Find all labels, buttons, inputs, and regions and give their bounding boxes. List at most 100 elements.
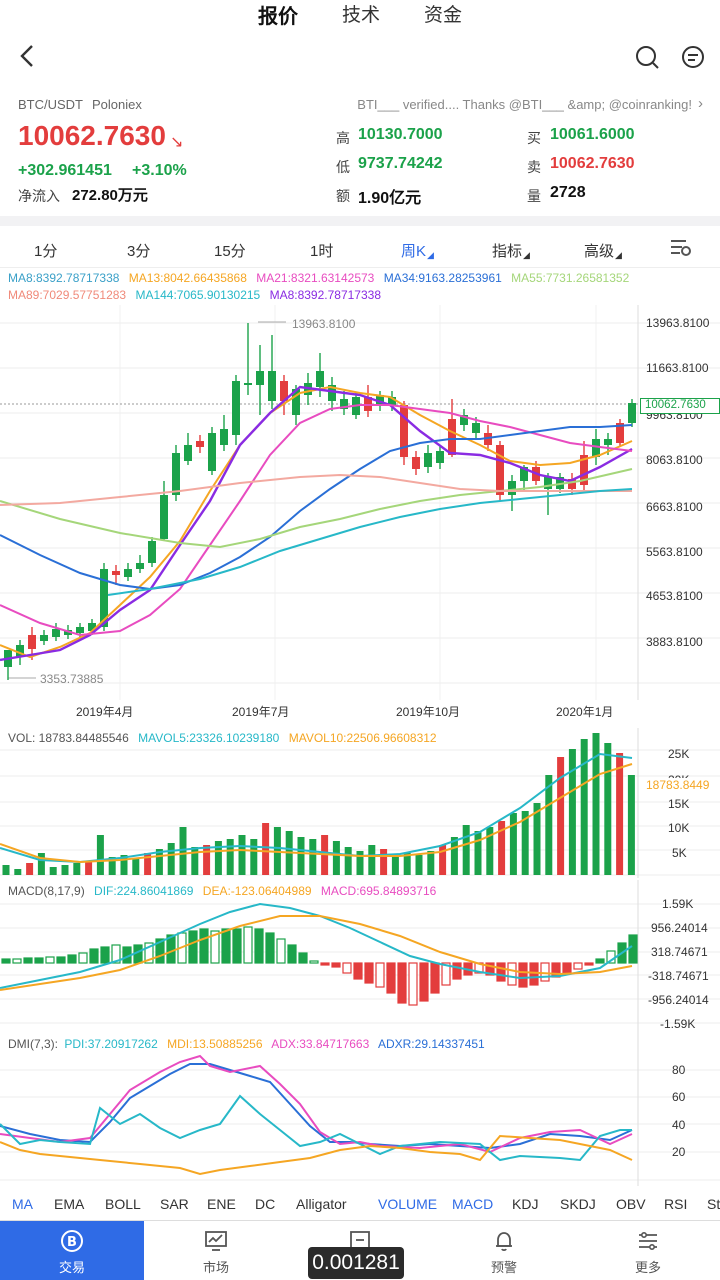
- candle-body: [40, 635, 48, 641]
- candle-body: [604, 439, 612, 445]
- legend-dif: DIF:224.86041869: [94, 884, 194, 898]
- last-price: 10062.7630: [18, 120, 166, 151]
- macd-bar: [144, 942, 154, 964]
- indicator-skdj[interactable]: SKDJ: [560, 1196, 596, 1212]
- volume-chart[interactable]: [0, 728, 720, 878]
- value-tooltip: 0.001281: [308, 1247, 404, 1279]
- macd-bar: [45, 956, 55, 964]
- indicator-volume[interactable]: VOLUME: [378, 1196, 438, 1212]
- indicator-ema[interactable]: EMA: [54, 1196, 85, 1212]
- tab-technical[interactable]: 技术: [342, 5, 381, 26]
- volume-bar: [474, 831, 482, 875]
- macd-bar: [34, 957, 44, 964]
- indicator-sar[interactable]: SAR: [160, 1196, 189, 1212]
- nav-more[interactable]: 更多: [576, 1221, 720, 1280]
- chevron-right-icon[interactable]: ›: [698, 95, 703, 112]
- period-advanced[interactable]: 高级◢: [584, 243, 622, 260]
- volume-value: 2728: [550, 184, 586, 201]
- candle-body: [388, 397, 396, 405]
- period-week[interactable]: 周K◢: [401, 243, 434, 260]
- pdi-line: [0, 1094, 632, 1162]
- volume-bar: [568, 749, 576, 875]
- macd-bar: [188, 930, 198, 964]
- indicator-selector: MA EMA BOLL SAR ENE DC Alligator VOLUME …: [0, 1188, 720, 1220]
- candle-body: [280, 381, 288, 401]
- volume-legend: VOL: 18783.84485546 MAVOL5:23326.1023918…: [8, 731, 443, 745]
- dmi-chart[interactable]: [0, 1034, 720, 1186]
- legend-ma89: MA89:7029.57751283: [8, 288, 127, 302]
- legend-mavol5: MAVOL5:23326.10239180: [138, 731, 280, 745]
- volume-bar: [85, 861, 93, 875]
- nav-trade[interactable]: B 交易: [0, 1221, 144, 1280]
- tab-quote[interactable]: 报价: [258, 6, 298, 28]
- indicator-kdj[interactable]: KDJ: [512, 1196, 539, 1212]
- volume-bar: [391, 855, 399, 875]
- back-arrow-icon[interactable]: [16, 40, 40, 72]
- y-tick-label: 60: [672, 1090, 686, 1104]
- indicator-dc[interactable]: DC: [255, 1196, 276, 1212]
- candle-body: [28, 635, 36, 649]
- pair-name: BTC/USDT: [18, 97, 83, 112]
- indicator-ma[interactable]: MA: [12, 1196, 33, 1212]
- candle-body: [16, 645, 24, 657]
- period-15min[interactable]: 15分: [214, 243, 246, 260]
- x-date-label: 2019年4月: [76, 705, 134, 719]
- candle-body: [148, 541, 156, 563]
- candle-body: [232, 381, 240, 435]
- y-tick-label: 40: [672, 1118, 686, 1132]
- legend-dmi-params: DMI(7,3):: [8, 1037, 59, 1051]
- volume-bar: [403, 853, 411, 875]
- chart-settings-icon[interactable]: [670, 238, 692, 258]
- top-bar: 报价 技术 资金: [0, 0, 720, 90]
- indicator-boll[interactable]: BOLL: [105, 1196, 141, 1212]
- period-indicators[interactable]: 指标◢: [492, 243, 530, 260]
- tab-funds[interactable]: 资金: [424, 5, 463, 26]
- candle-body: [412, 457, 420, 469]
- volume-bar: [108, 857, 116, 875]
- exchange-name: Poloniex: [92, 97, 142, 112]
- volume-bar: [557, 757, 565, 875]
- y-tick-label: -956.24014: [648, 993, 709, 1007]
- mavol10-line: [0, 763, 633, 864]
- candle-body: [184, 445, 192, 461]
- settings-sliders-icon: [636, 1229, 660, 1253]
- nav-market[interactable]: 市场: [144, 1221, 288, 1280]
- indicator-rsi[interactable]: RSI: [664, 1196, 688, 1212]
- macd-bar: [507, 962, 517, 986]
- mavol5-line: [0, 752, 633, 864]
- announcement-text[interactable]: BTI___ verified.... Thanks @BTI___ &amp;…: [357, 97, 692, 112]
- legend-ma55: MA55:7731.26581352: [511, 271, 630, 285]
- y-tick-label: 5563.8100: [646, 545, 703, 559]
- indicator-obv[interactable]: OBV: [616, 1196, 646, 1212]
- amount-label: 额: [336, 188, 350, 204]
- macd-bar: [287, 944, 297, 964]
- nav-alerts[interactable]: 预警: [432, 1221, 576, 1280]
- buy-value: 10061.6000: [550, 126, 635, 143]
- volume-bar: [486, 827, 494, 875]
- candle-body: [448, 419, 456, 455]
- volume-bar: [203, 845, 211, 875]
- macd-chart[interactable]: [0, 880, 720, 1035]
- period-3min[interactable]: 3分: [127, 243, 151, 260]
- candle-body: [196, 441, 204, 447]
- period-1min[interactable]: 1分: [34, 243, 58, 260]
- candle-body: [244, 383, 252, 385]
- net-inflow-label: 净流入: [18, 188, 60, 204]
- indicator-ene[interactable]: ENE: [207, 1196, 236, 1212]
- indicator-st[interactable]: St: [707, 1196, 720, 1212]
- y-tick-label: 11663.8100: [646, 361, 709, 375]
- macd-bar: [529, 962, 539, 986]
- y-tick-label: 956.24014: [651, 921, 708, 935]
- indicator-alligator[interactable]: Alligator: [296, 1196, 347, 1212]
- period-1hour[interactable]: 1时: [310, 243, 334, 260]
- macd-legend: MACD(8,17,9) DIF:224.86041869 DEA:-123.0…: [8, 884, 442, 898]
- search-icon[interactable]: [634, 44, 659, 69]
- macd-bar: [386, 962, 396, 994]
- dropdown-caret-icon: ◢: [427, 250, 434, 260]
- chat-icon[interactable]: [680, 44, 704, 68]
- adxr-line: [0, 1063, 633, 1150]
- indicator-macd[interactable]: MACD: [452, 1196, 494, 1212]
- high-label: 高: [336, 130, 350, 146]
- candlestick-chart[interactable]: [0, 305, 720, 725]
- candle-body: [76, 627, 84, 633]
